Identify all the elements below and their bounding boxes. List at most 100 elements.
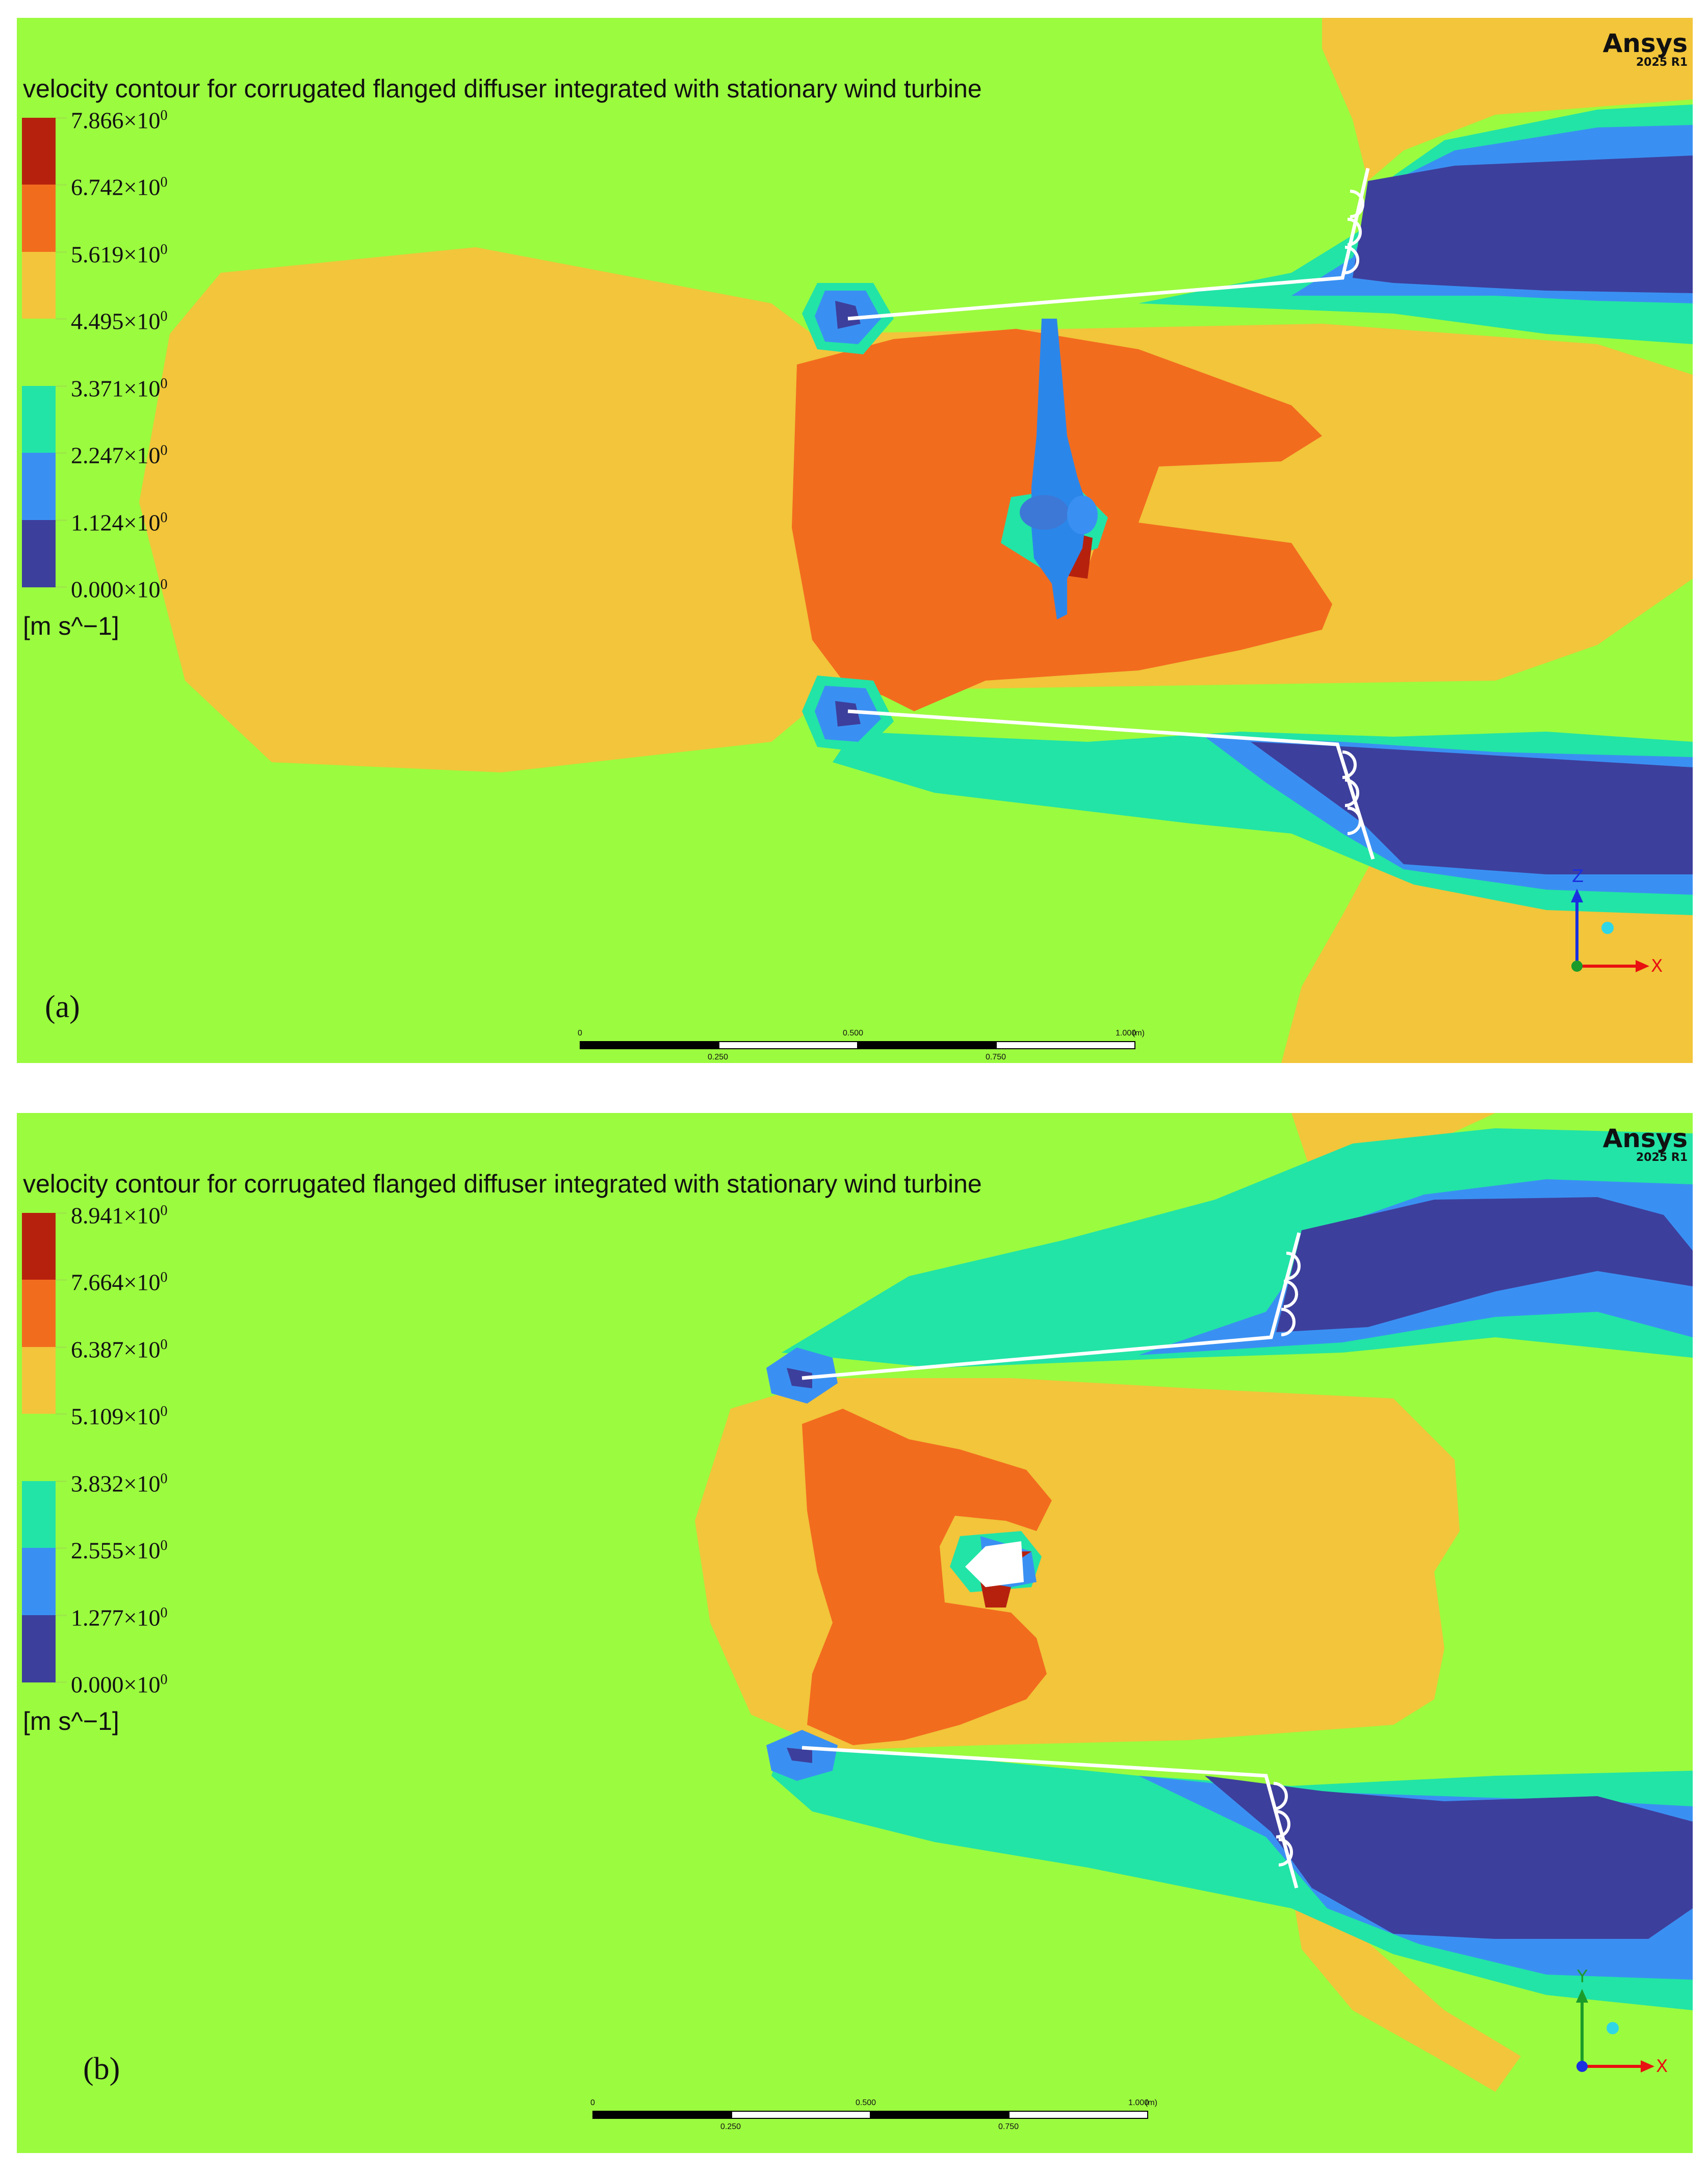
scale-bar-label: 1.000 bbox=[1128, 2098, 1149, 2107]
legend-tick bbox=[56, 1279, 67, 1281]
turbine-hub bbox=[965, 1541, 1024, 1587]
legend-level-label: 2.555×100 bbox=[71, 1533, 167, 1564]
scale-bar-segment bbox=[1008, 2111, 1148, 2119]
scale-bar-label: 0 bbox=[578, 1029, 582, 1038]
upper-leading-edge-stagnation bbox=[787, 1368, 812, 1388]
legend-level-value: 1.277×10 bbox=[71, 1604, 161, 1630]
axis-right-label: X bbox=[1656, 2056, 1668, 2077]
scale-bar-segment bbox=[996, 1041, 1135, 1049]
panel-label: (a) bbox=[45, 990, 80, 1024]
legend-swatch bbox=[22, 1548, 56, 1616]
scale-bar-label: 0.250 bbox=[708, 1053, 729, 1061]
software-name: Ansys bbox=[1602, 1124, 1688, 1153]
throat-high-speed-region bbox=[802, 1409, 1052, 1745]
legend-level-value: 6.742×10 bbox=[71, 174, 161, 200]
legend-swatch bbox=[22, 1346, 56, 1415]
legend-swatch bbox=[22, 118, 56, 186]
software-name: Ansys bbox=[1602, 29, 1688, 58]
lower-outer-region bbox=[1291, 1888, 1521, 2092]
legend-level-value: 8.941×10 bbox=[71, 1202, 161, 1229]
scale-bar-label: 0.750 bbox=[986, 1053, 1006, 1061]
legend-swatch bbox=[22, 251, 56, 320]
legend-swatch bbox=[22, 520, 56, 587]
lower-flange-corrugations bbox=[1342, 750, 1362, 835]
upper-wake-band-0 bbox=[1276, 1197, 1693, 1332]
lower-diffuser-wall bbox=[801, 1746, 1299, 1888]
software-version: 2025 R1 bbox=[1636, 1151, 1688, 1164]
legend-level-label: 2.247×100 bbox=[71, 437, 167, 469]
upper-outer-region bbox=[1322, 18, 1693, 181]
panel-label: (b) bbox=[83, 2052, 120, 2086]
lower-wake-band-0 bbox=[1251, 742, 1693, 874]
legend-level-exponent: 0 bbox=[160, 1672, 168, 1688]
legend-tick bbox=[56, 117, 67, 119]
legend-level-value: 2.555×10 bbox=[71, 1537, 161, 1564]
upper-diffuser-wall bbox=[847, 168, 1370, 321]
upper-flange-corrugations bbox=[1281, 1252, 1301, 1336]
legend-level-exponent: 0 bbox=[160, 1470, 168, 1487]
turbine-blade bbox=[1031, 319, 1088, 619]
axis-triad-graphic bbox=[1576, 1989, 1654, 2072]
legend-level-value: 5.109×10 bbox=[71, 1403, 161, 1430]
legend-level-exponent: 0 bbox=[160, 1538, 168, 1554]
legend-level-label: 7.866×100 bbox=[71, 102, 167, 134]
legend-swatch bbox=[22, 1414, 56, 1482]
legend-level-exponent: 0 bbox=[160, 1269, 168, 1286]
scale-bar-label: 1.000 bbox=[1116, 1029, 1136, 1038]
color-legend: [m s^−1] 7.866×100 6.742×100 5.619×100 4.49… bbox=[22, 107, 328, 653]
legend-level-exponent: 0 bbox=[160, 1604, 168, 1621]
legend-tick bbox=[56, 1212, 67, 1214]
axis-right-label: X bbox=[1651, 956, 1663, 976]
lower-flange-corrugations bbox=[1273, 1782, 1293, 1867]
scale-bar-label: 0.500 bbox=[856, 2098, 876, 2107]
scale-bar-label: 0 bbox=[590, 2098, 595, 2107]
upper-leading-edge-stagnation bbox=[835, 301, 861, 329]
scale-bar-segment bbox=[718, 1041, 858, 1049]
legend-tick bbox=[56, 251, 67, 253]
upper-flange-corrugations bbox=[1344, 190, 1364, 274]
legend-tick bbox=[56, 1413, 67, 1415]
legend-level-value: 0.000×10 bbox=[71, 576, 161, 603]
legend-level-label: 0.000×100 bbox=[71, 1667, 167, 1698]
scale-bar-label: 0.250 bbox=[720, 2122, 741, 2131]
legend-level-label: 8.941×100 bbox=[71, 1198, 167, 1229]
scale-bar-segment bbox=[857, 1041, 997, 1049]
axis-triad-graphic bbox=[1571, 889, 1649, 972]
contour-panel-b: Ansys 2025 R1 velocity contour for corru… bbox=[17, 1113, 1693, 2153]
legend-swatch bbox=[22, 319, 56, 386]
scale-bar-label: 0.750 bbox=[998, 2122, 1019, 2131]
legend-level-value: 7.664×10 bbox=[71, 1269, 161, 1295]
legend-tick bbox=[56, 1681, 67, 1683]
scale-bar: 0 0.500 1.000 (m) 0.250 0.750 bbox=[590, 2094, 1157, 2145]
legend-tick bbox=[56, 519, 67, 521]
legend-tick bbox=[56, 385, 67, 387]
legend-tick bbox=[56, 318, 67, 320]
lower-wake-band-0 bbox=[1205, 1776, 1693, 1939]
legend-level-exponent: 0 bbox=[160, 1336, 168, 1353]
scale-bar: 0 0.500 1.000 (m) 0.250 0.750 bbox=[578, 1025, 1145, 1063]
lower-leading-edge-stagnation bbox=[787, 1748, 812, 1763]
plot-title: velocity contour for corrugated flanged … bbox=[23, 1170, 982, 1198]
legend-swatch bbox=[22, 453, 56, 521]
ansys-logo: Ansys 2025 R1 bbox=[1603, 1125, 1688, 1164]
legend-level-value: 3.371×10 bbox=[71, 375, 161, 402]
scale-bar-segment bbox=[592, 2111, 732, 2119]
legend-level-value: 1.124×10 bbox=[71, 509, 161, 535]
legend-level-value: 5.619×10 bbox=[71, 241, 161, 268]
scale-bar-label: (m) bbox=[1132, 1029, 1145, 1038]
legend-level-value: 7.866×10 bbox=[71, 107, 161, 134]
legend-level-exponent: 0 bbox=[160, 443, 168, 459]
legend-swatch bbox=[22, 385, 56, 454]
legend-swatch bbox=[22, 185, 56, 252]
legend-level-label: 3.832×100 bbox=[71, 1466, 167, 1497]
upper-diffuser-wall bbox=[801, 1232, 1301, 1380]
legend-color-bar bbox=[22, 1213, 56, 1682]
axis-up-label: Y bbox=[1577, 1966, 1588, 1987]
legend-tick bbox=[56, 1480, 67, 1482]
legend-level-label: 1.124×100 bbox=[71, 505, 167, 536]
legend-unit: [m s^−1] bbox=[23, 612, 119, 640]
legend-tick bbox=[56, 1614, 67, 1616]
legend-swatch bbox=[22, 1615, 56, 1682]
contour-panel-a: Ansys 2025 R1 velocity contour for corru… bbox=[17, 18, 1693, 1063]
